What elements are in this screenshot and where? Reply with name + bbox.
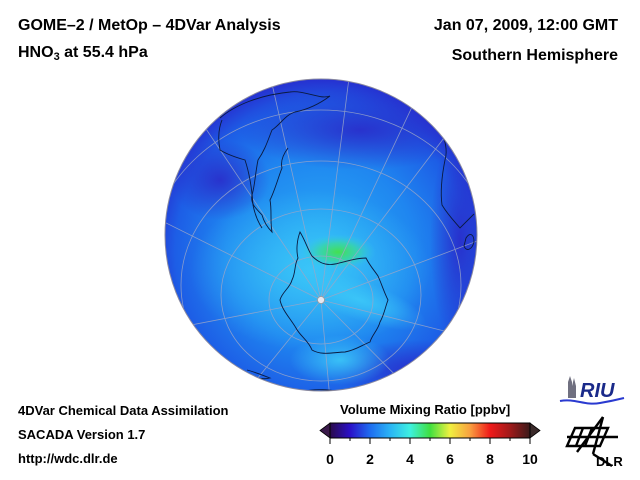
meridian [320,239,477,301]
hemisphere-label: Southern Hemisphere [451,47,618,64]
colorbar: 0 2 4 6 8 10 [319,422,541,467]
footer-system: 4DVar Chemical Data Assimilation [18,403,229,418]
dlr-emblem-icon [565,416,618,468]
colorbar-tick-label: 6 [446,451,454,467]
latitude-circle [220,208,422,382]
coast-madagascar [463,234,475,250]
colorbar-tick-label: 2 [366,451,374,467]
colorbar-tick-label: 4 [406,451,414,467]
coast-antarctica [279,230,389,354]
polar-high-band [293,269,427,331]
south-pole-marker [317,296,325,304]
figure-subtitle: HNO3 at 55.4 hPa [18,44,148,63]
riu-logo-text: RIU [580,380,615,402]
species-subscript: 3 [53,51,60,63]
footer-url: http://wdc.dlr.de [18,451,118,466]
coast-south-america [219,91,331,234]
hno3-field [165,79,477,391]
meridian [269,79,322,301]
footer-version: SACADA Version 1.7 [18,427,146,442]
latitude-circle [165,109,477,391]
meridian [320,129,451,301]
meridian [320,79,351,301]
analysis-date: Jan 07, 2009, 12:00 GMT [433,17,618,34]
meridian [165,219,322,301]
colorbar-extend-high [529,422,541,439]
coast-africa [439,127,475,229]
globe [164,78,478,392]
meridian [320,89,421,301]
colorbar-extend-low [319,422,331,439]
pressure-level: at 55.4 hPa [59,44,148,61]
river-wave-icon [559,397,625,405]
latitude-circle [180,160,462,391]
riu-logo: RIU [559,376,625,405]
colorbar-gradient [329,422,531,439]
colorbar-title: Volume Mixing Ratio [ppbv] [340,402,511,417]
globe-outline [164,78,478,392]
colorbar-tick-label: 10 [522,451,538,467]
polar-high-south [290,335,390,385]
colorbar-tick-label: 8 [486,451,494,467]
cathedral-icon [568,376,576,398]
meridian [320,299,331,391]
coast-south-america-west [218,119,263,229]
coastlines [218,91,475,391]
dlr-logo: DLR [565,416,623,469]
low-band-east [430,130,477,350]
colorbar-tick-label: 0 [326,451,334,467]
species-name: HNO [18,44,54,61]
colorbar-ticks: 0 2 4 6 8 10 [326,438,538,467]
latitude-circle [268,255,374,345]
coast-australia [299,389,346,391]
dlr-logo-text: DLR [596,454,623,469]
figure-title: GOME–2 / MetOp – 4DVar Analysis [18,17,281,34]
